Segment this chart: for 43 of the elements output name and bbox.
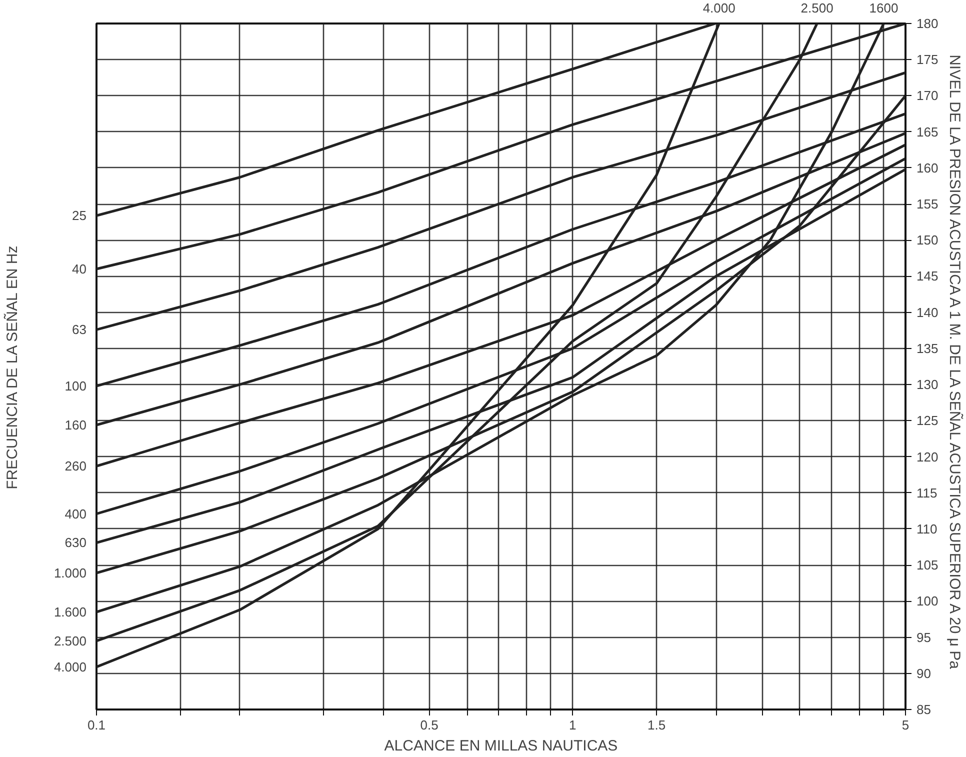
y-tick-label: 110 — [916, 521, 938, 536]
series-label: 63 — [72, 322, 87, 338]
y-tick-label: 85 — [916, 702, 931, 717]
x-tick-label: 0.1 — [87, 718, 106, 732]
y-tick-label: 145 — [916, 268, 938, 284]
y-tick-label: 140 — [916, 304, 938, 320]
y-tick-label: 100 — [916, 594, 938, 609]
y-axis-title: NIVEL DE LA PRESION ACUSTICA A 1 M. DE LA SEÑAL ACUSTICA SUPERIOR A 20 μ Pa — [946, 54, 964, 670]
series-label: 1.600 — [54, 604, 87, 620]
y-tick-label: 160 — [916, 160, 938, 176]
y-tick-label: 90 — [916, 666, 931, 681]
y-tick-label: 165 — [916, 124, 938, 140]
text: FRECUENCIA DE LA SEÑAL EN Hz — [2, 246, 21, 490]
x-tick-label: 1.5 — [647, 718, 666, 732]
y-tick-label: 130 — [916, 377, 938, 392]
y-tick-label: 115 — [916, 485, 938, 500]
y-tick-label: 120 — [916, 449, 938, 464]
x-axis-title: ALCANCE EN MILLAS NAUTICAS — [384, 738, 618, 754]
annotation: 1600 — [869, 0, 898, 16]
series-label: 40 — [72, 262, 87, 277]
series-label: 4.000 — [54, 659, 87, 674]
x-tick-label: 0.5 — [420, 718, 438, 732]
y-tick-label: 175 — [916, 52, 938, 68]
annotation: 4.000 — [702, 0, 736, 16]
y-tick-label: 155 — [916, 196, 938, 212]
series-label: 630 — [64, 535, 87, 550]
x-tick-label: 1 — [569, 718, 576, 732]
series-label: 1.000 — [54, 566, 87, 581]
y-tick-label: 95 — [916, 630, 931, 645]
y-tick-label: 150 — [916, 232, 938, 248]
series-label: 25 — [72, 208, 87, 224]
y-tick-label: 170 — [916, 88, 938, 104]
series-label: 160 — [64, 417, 87, 432]
x-tick-label: 5 — [902, 718, 910, 732]
y-tick-label: 180 — [916, 16, 938, 31]
series-label: 400 — [64, 506, 87, 522]
y-tick-label: 135 — [916, 340, 938, 356]
y-tick-label: 105 — [916, 558, 938, 573]
series-label: 100 — [64, 378, 87, 394]
y-tick-label: 125 — [916, 413, 938, 428]
series-label: 2.500 — [54, 633, 87, 648]
annotation: 2.500 — [800, 0, 834, 16]
series-label: 260 — [64, 458, 87, 474]
